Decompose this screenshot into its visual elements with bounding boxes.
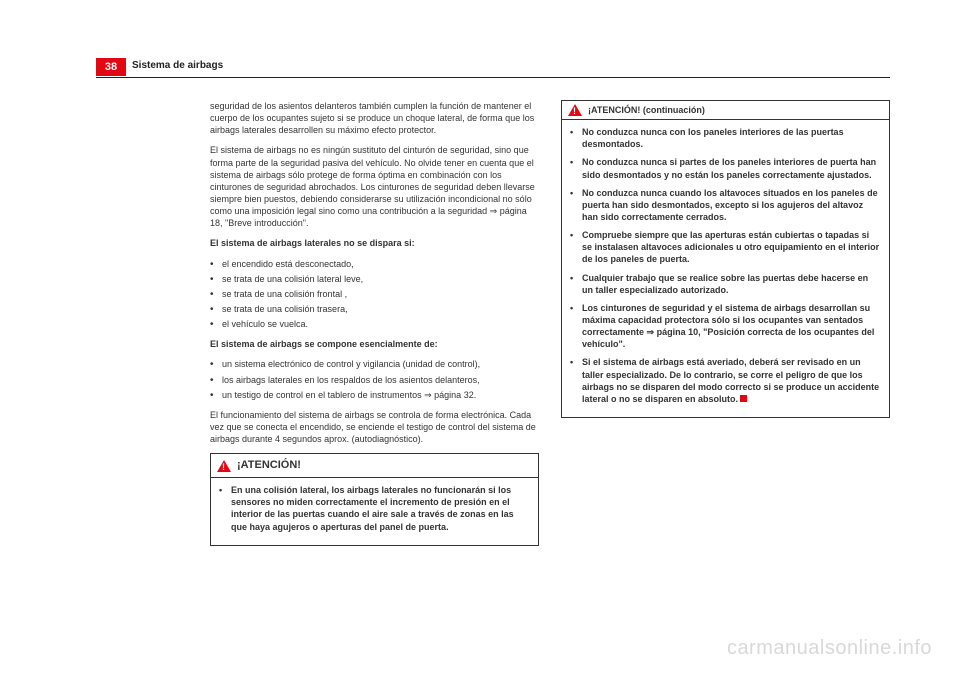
section-title: Sistema de airbags bbox=[132, 60, 223, 71]
paragraph: seguridad de los asientos delanteros tam… bbox=[210, 100, 539, 136]
list-item: el vehículo se vuelca. bbox=[210, 318, 539, 330]
paragraph: El funcionamiento del sistema de airbags… bbox=[210, 409, 539, 445]
warning-header: ¡ATENCIÓN! (continuación) bbox=[562, 101, 889, 120]
bullet-list: el encendido está desconectado, se trata… bbox=[210, 258, 539, 331]
warning-icon bbox=[568, 104, 582, 116]
list-heading: El sistema de airbags se compone esencia… bbox=[210, 338, 539, 350]
warning-body: En una colisión lateral, los airbags lat… bbox=[211, 478, 538, 545]
list-item: los airbags laterales en los respaldos d… bbox=[210, 374, 539, 386]
right-column: ¡ATENCIÓN! (continuación) No conduzca nu… bbox=[561, 100, 890, 546]
warning-item: No conduzca nunca cuando los altavoces s… bbox=[570, 187, 881, 223]
warning-title: ¡ATENCIÓN! bbox=[237, 458, 301, 473]
header-rule bbox=[96, 77, 890, 78]
end-marker-icon bbox=[740, 395, 747, 402]
warning-item: En una colisión lateral, los airbags lat… bbox=[219, 484, 530, 533]
warning-title: ¡ATENCIÓN! (continuación) bbox=[588, 104, 705, 116]
list-item: un testigo de control en el tablero de i… bbox=[210, 389, 539, 401]
warning-item: No conduzca nunca con los paneles interi… bbox=[570, 126, 881, 150]
paragraph: El sistema de airbags no es ningún susti… bbox=[210, 144, 539, 229]
warning-icon bbox=[217, 460, 231, 472]
bullet-list: un sistema electrónico de control y vigi… bbox=[210, 358, 539, 400]
list-item: se trata de una colisión frontal , bbox=[210, 288, 539, 300]
left-column: seguridad de los asientos delanteros tam… bbox=[210, 100, 539, 546]
watermark: carmanualsonline.info bbox=[727, 637, 932, 660]
warning-item: No conduzca nunca si partes de los panel… bbox=[570, 156, 881, 180]
warning-header: ¡ATENCIÓN! bbox=[211, 454, 538, 478]
list-heading: El sistema de airbags laterales no se di… bbox=[210, 237, 539, 249]
warning-item: Compruebe siempre que las aperturas está… bbox=[570, 229, 881, 265]
page-number-badge: 38 bbox=[96, 58, 126, 76]
warning-box: ¡ATENCIÓN! (continuación) No conduzca nu… bbox=[561, 100, 890, 418]
warning-item: Cualquier trabajo que se realice sobre l… bbox=[570, 272, 881, 296]
list-item: un sistema electrónico de control y vigi… bbox=[210, 358, 539, 370]
list-item: se trata de una colisión trasera, bbox=[210, 303, 539, 315]
list-item: se trata de una colisión lateral leve, bbox=[210, 273, 539, 285]
warning-item: Si el sistema de airbags está averiado, … bbox=[570, 356, 881, 405]
list-item: el encendido está desconectado, bbox=[210, 258, 539, 270]
warning-body: No conduzca nunca con los paneles interi… bbox=[562, 120, 889, 417]
warning-box: ¡ATENCIÓN! En una colisión lateral, los … bbox=[210, 453, 539, 545]
warning-item: Los cinturones de seguridad y el sistema… bbox=[570, 302, 881, 351]
content-columns: seguridad de los asientos delanteros tam… bbox=[210, 100, 890, 546]
